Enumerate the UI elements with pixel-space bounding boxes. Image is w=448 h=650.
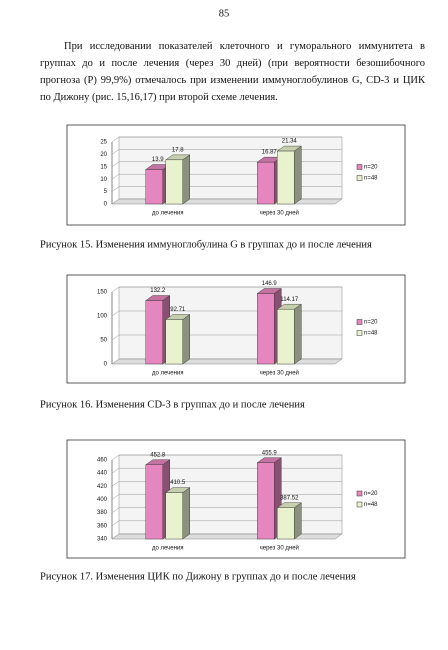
chart-frame [66,124,406,226]
bar-side [182,314,190,365]
legend-label: n=20 [364,320,378,326]
legend-label: n=48 [364,331,378,337]
value-label: 21.34 [282,139,298,145]
figure-caption: Рисунок 16. Изменения CD-3 в группах до … [40,399,305,410]
x-tick-label: до лечения [152,546,184,552]
bar [165,159,183,205]
bar-side [294,145,302,205]
figure-caption: Рисунок 15. Изменения иммуноглобулина G … [40,239,372,250]
legend-label: n=48 [364,176,378,182]
x-tick-label: до лечения [152,211,184,217]
bar-side [294,303,302,365]
legend-label: n=20 [364,165,378,171]
legend-swatch [356,164,363,170]
value-label: 16.87 [262,150,278,156]
legend-swatch [356,175,363,181]
bar [257,462,275,540]
legend-label: n=20 [364,491,378,497]
bar [145,300,163,365]
value-label: 146.9 [262,281,278,287]
y-tick-label: 25 [100,140,107,146]
y-tick-label: 340 [97,537,108,543]
x-tick-label: до лечения [152,371,184,377]
y-tick-label: 440 [97,471,108,477]
y-tick-label: 10 [100,177,107,183]
x-tick-label: через 30 дней [260,370,299,377]
legend-swatch [356,319,363,325]
value-label: 455.9 [262,450,278,456]
grid-line [111,149,342,155]
legend-swatch [356,330,363,336]
bar [145,169,163,205]
bar-side [182,487,190,540]
y-tick-label: 20 [100,152,107,158]
value-label: 17.8 [172,147,184,153]
value-label: 452.8 [150,452,166,458]
chart-frame [66,274,406,384]
x-tick-label: через 30 дней [260,545,299,552]
bar [165,492,183,540]
y-tick-label: 50 [100,338,107,344]
value-label: 410.5 [170,480,186,486]
legend-label: n=48 [364,502,378,508]
value-label: 387.52 [280,495,299,501]
bar [277,150,295,205]
y-tick-label: 460 [97,458,108,464]
y-tick-label: 150 [97,290,108,296]
page-number: 85 [219,8,230,19]
value-label: 114.17 [280,297,299,303]
chart-frame [66,439,406,559]
figure-caption: Рисунок 17. Изменения ЦИК по Дижону в гр… [40,571,356,582]
y-tick-label: 420 [97,484,108,490]
bar [257,161,275,205]
bar-side [182,154,190,205]
y-tick-label: 360 [97,523,108,529]
legend-swatch [356,501,363,508]
y-tick-label: 400 [97,497,108,503]
paragraph: При исследовании показателей клеточного … [40,41,425,103]
y-tick-label: 380 [97,510,108,516]
grid-line [111,136,342,143]
y-tick-label: 0 [104,202,108,208]
bar-side [294,502,302,540]
legend-swatch [356,490,363,497]
y-tick-label: 5 [104,189,108,195]
value-label: 92.71 [170,307,186,313]
value-label: 132.2 [150,288,166,294]
grid-line [111,286,342,293]
y-tick-label: 100 [97,314,108,320]
bar [165,319,183,365]
grid-line [111,454,342,461]
bar [257,293,275,365]
y-tick-label: 15 [100,164,107,170]
x-tick-label: через 30 дней [260,210,299,217]
bar [277,308,295,365]
y-tick-label: 0 [104,362,108,368]
bar [145,464,163,540]
value-label: 13.9 [152,157,164,163]
bar [277,507,295,540]
